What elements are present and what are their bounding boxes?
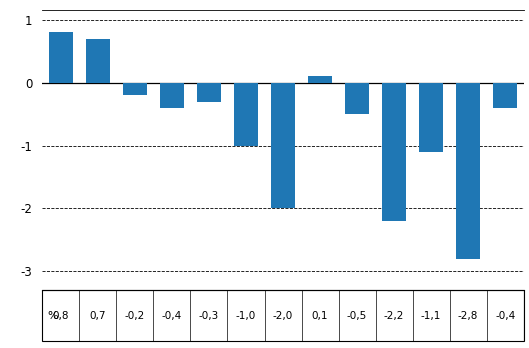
- Text: 0,8: 0,8: [52, 311, 69, 321]
- Text: 2012: 2012: [233, 314, 259, 324]
- Bar: [271, 83, 295, 208]
- Text: -0,4: -0,4: [162, 311, 182, 321]
- Bar: [49, 32, 73, 83]
- Text: -0,3: -0,3: [199, 311, 219, 321]
- Bar: [345, 83, 369, 114]
- Text: 0,1: 0,1: [312, 311, 329, 321]
- Bar: [86, 39, 110, 83]
- Text: -2,0: -2,0: [273, 311, 293, 321]
- Bar: [382, 83, 406, 221]
- Text: -0,2: -0,2: [125, 311, 145, 321]
- Text: 2013: 2013: [455, 314, 481, 324]
- Bar: [160, 83, 184, 108]
- Text: -2,2: -2,2: [384, 311, 404, 321]
- Text: -0,5: -0,5: [347, 311, 367, 321]
- Bar: [493, 83, 517, 108]
- Text: -1,1: -1,1: [421, 311, 441, 321]
- Text: -0,4: -0,4: [495, 311, 515, 321]
- Text: 0,7: 0,7: [89, 311, 106, 321]
- Text: %: %: [48, 311, 59, 321]
- Bar: [419, 83, 443, 152]
- Bar: [234, 83, 258, 145]
- Text: -1,0: -1,0: [236, 311, 256, 321]
- Bar: [456, 83, 480, 259]
- Text: -2,8: -2,8: [458, 311, 478, 321]
- Bar: [197, 83, 221, 102]
- Bar: [123, 83, 147, 95]
- Bar: [308, 77, 332, 83]
